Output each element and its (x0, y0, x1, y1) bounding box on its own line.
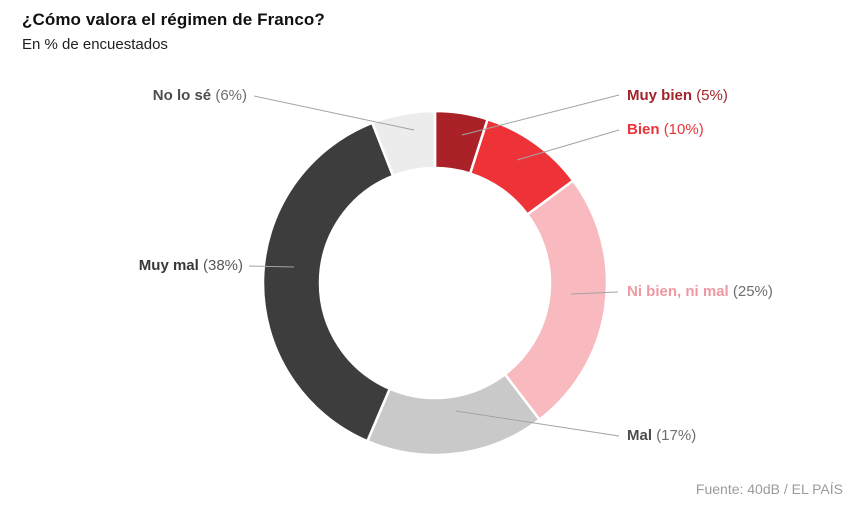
leader-line-bien (516, 129, 620, 161)
leader-lines (248, 94, 620, 437)
chart-subtitle: En % de encuestados (22, 36, 168, 53)
label-bien: Bien (10%) (627, 121, 704, 139)
label-bien-text: Bien (627, 121, 660, 138)
label-ni-bien-ni-mal: Ni bien, ni mal (25%) (627, 283, 773, 301)
label-mal: Mal (17%) (627, 427, 696, 445)
label-no-lo-se: No lo sé (6%) (55, 87, 247, 105)
label-bien-value: (10%) (663, 121, 704, 138)
leader-line-muy-bien (461, 94, 620, 136)
chart-header: ¿Cómo valora el régimen de Franco? En % … (22, 10, 325, 53)
label-muy-mal: Muy mal (38%) (55, 257, 243, 275)
label-muy-bien: Muy bien (5%) (627, 87, 728, 105)
source-credit: Fuente: 40dB / EL PAÍS (695, 481, 843, 497)
label-no-lo-se-text: No lo sé (152, 87, 212, 104)
donut-segment-no-lo-s- (371, 109, 437, 178)
leader-line-no-lo-se (253, 95, 415, 131)
donut-segment-ni-bien-ni-mal (503, 179, 609, 421)
label-mal-value: (17%) (656, 427, 697, 444)
label-muy-bien-value: (5%) (696, 87, 728, 104)
label-ni-bien-ni-mal-value: (25%) (732, 283, 773, 300)
donut-segment-muy-mal (261, 121, 395, 443)
leader-line-ni-bien (570, 291, 619, 295)
label-ni-bien-ni-mal-text: Ni bien, ni mal (627, 283, 729, 300)
label-muy-mal-text: Muy mal (138, 257, 199, 274)
label-no-lo-se-value: (6%) (215, 87, 247, 104)
leader-line-mal (455, 410, 620, 437)
chart-title: ¿Cómo valora el régimen de Franco? (22, 10, 325, 29)
label-mal-text: Mal (627, 427, 653, 444)
label-muy-mal-value: (38%) (202, 257, 243, 274)
donut-segments (261, 109, 609, 457)
donut-segment-mal (366, 373, 541, 457)
label-muy-bien-text: Muy bien (627, 87, 693, 104)
leader-line-muy-mal (248, 265, 295, 268)
